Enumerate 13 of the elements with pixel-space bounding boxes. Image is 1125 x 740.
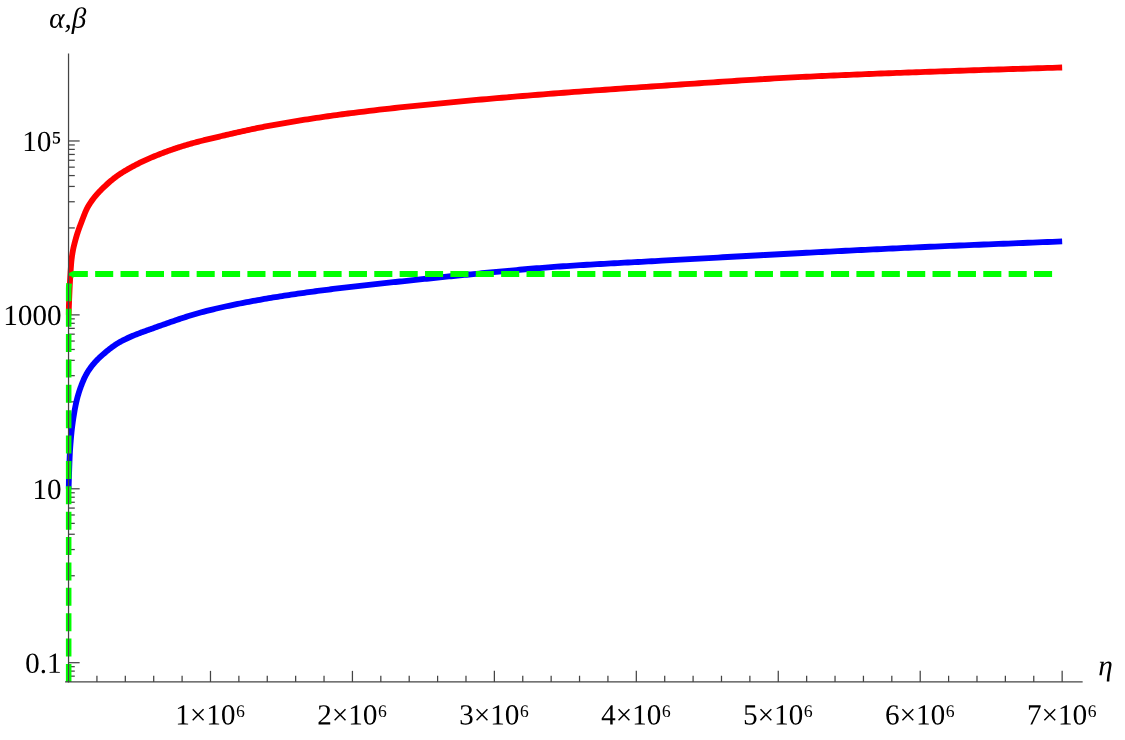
x-tick-label: 3×10⁶ [460, 705, 529, 725]
y-tick-label: 1000 [5, 305, 61, 326]
x-axis-title: η [1099, 661, 1112, 682]
y-tick-label: 10⁵ [24, 131, 61, 152]
y-axis-title: α,β [50, 7, 87, 34]
x-tick-label: 4×10⁶ [601, 705, 671, 725]
y-tick-label: 0.1 [26, 653, 60, 674]
x-tick-label: 6×10⁶ [886, 705, 955, 725]
x-tick-label: 7×10⁶ [1028, 705, 1096, 725]
x-tick-label: 2×10⁶ [318, 705, 387, 725]
y-tick-label: 10 [34, 479, 61, 500]
x-tick-label: 1×10⁶ [177, 705, 245, 725]
x-tick-label: 5×10⁶ [744, 705, 813, 725]
